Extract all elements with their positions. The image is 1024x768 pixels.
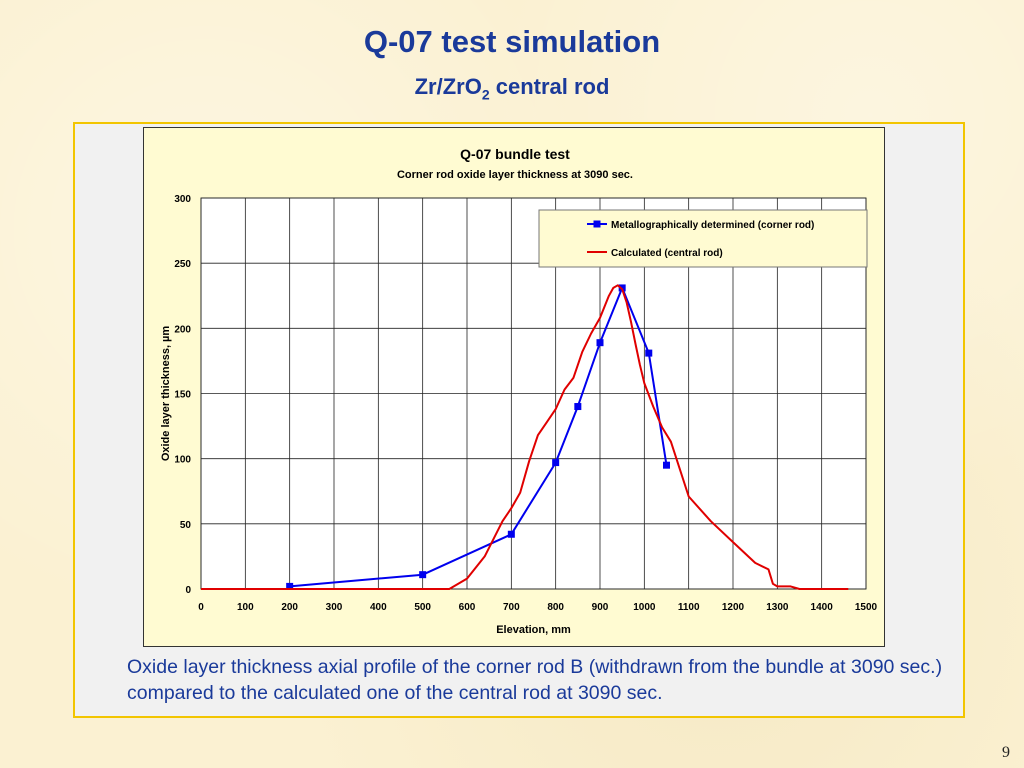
x-tick-label: 900 (592, 602, 609, 613)
x-tick-label: 800 (547, 602, 564, 613)
x-tick-label: 300 (326, 602, 343, 613)
y-tick-label: 100 (174, 455, 191, 466)
oxide-thickness-chart: 0 100 200 300 400 500 600 700 800 900 1000 1100 1200… (160, 146, 878, 636)
y-tick-label: 250 (174, 259, 191, 270)
x-axis-label: Elevation, mm (496, 624, 571, 636)
slide-title: Q-07 test simulation (363, 24, 661, 59)
y-axis-label: Oxide layer thickness, µm (160, 326, 172, 462)
data-point-marker (574, 403, 582, 411)
x-tick-label: 600 (459, 602, 476, 613)
x-tick-label: 400 (370, 602, 387, 613)
page-number: 9 (1002, 744, 1010, 761)
y-tick-label: 300 (174, 194, 191, 205)
x-tick-label: 1000 (633, 602, 656, 613)
legend-box (538, 209, 868, 268)
x-tick-label: 500 (414, 602, 431, 613)
x-tick-label: 100 (237, 602, 254, 613)
y-tick-label: 0 (185, 585, 191, 596)
data-point-marker (507, 530, 515, 538)
x-tick-label: 1400 (811, 602, 834, 613)
data-point-marker (419, 571, 427, 579)
y-tick-label: 200 (174, 324, 191, 335)
series-2 (201, 284, 849, 590)
chart-subtitle: Corner rod oxide layer thickness at 3090… (397, 169, 633, 181)
legend-entry-label: Metallographically determined (corner ro… (611, 220, 814, 231)
data-point-marker (596, 339, 604, 347)
series-line (201, 284, 849, 590)
subtitle-main: Zr/ZrO (414, 74, 482, 99)
data-point-marker (645, 349, 653, 357)
legend-entry-label: Calculated (central rod) (611, 248, 723, 259)
data-point-marker (663, 461, 670, 469)
legend-swatch-marker (593, 220, 601, 228)
x-tick-label: 0 (198, 602, 204, 613)
data-point-marker (286, 582, 294, 590)
figure-caption: Oxide layer thickness axial profile of t… (127, 656, 943, 704)
data-point-marker (552, 459, 560, 467)
x-tick-label: 1500 (855, 602, 878, 613)
slide-subtitle: Zr/ZrO2 central rod (0, 74, 1024, 102)
subtitle-tail: central rod (489, 74, 610, 99)
x-tick-label: 1100 (678, 602, 700, 613)
x-tick-label: 700 (503, 602, 520, 613)
y-tick-label: 50 (180, 520, 192, 531)
y-tick-label: 150 (174, 390, 191, 401)
x-tick-label: 1300 (766, 602, 789, 613)
subtitle-subscript: 2 (481, 86, 490, 103)
x-tick-label: 200 (281, 602, 298, 613)
x-tick-label: 1200 (722, 602, 745, 613)
chart-area: 0 100 200 300 400 500 600 700 800 900 1000 1100 1200… (143, 127, 885, 647)
chart-title: Q-07 bundle test (460, 146, 570, 162)
